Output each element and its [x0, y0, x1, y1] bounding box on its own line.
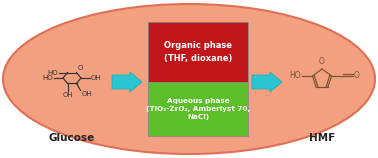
Text: HO: HO	[42, 75, 53, 81]
Text: O: O	[319, 58, 325, 67]
Text: OH: OH	[62, 92, 73, 98]
Text: O: O	[77, 65, 83, 71]
Text: HMF: HMF	[309, 133, 335, 143]
Text: Organic phase
(THF, dioxane): Organic phase (THF, dioxane)	[164, 41, 232, 63]
Text: HO: HO	[289, 71, 301, 80]
Text: Glucose: Glucose	[49, 133, 95, 143]
Text: O: O	[353, 71, 359, 80]
Ellipse shape	[3, 4, 375, 154]
Text: Aqueous phase
(TiO₂-ZrO₂, Amberlyst 70,
NaCl): Aqueous phase (TiO₂-ZrO₂, Amberlyst 70, …	[146, 98, 250, 120]
FancyBboxPatch shape	[148, 22, 248, 82]
Text: HO: HO	[47, 70, 57, 76]
FancyArrow shape	[112, 72, 142, 92]
Text: OH: OH	[91, 75, 102, 81]
Text: OH: OH	[82, 91, 92, 97]
FancyBboxPatch shape	[148, 82, 248, 136]
FancyArrow shape	[252, 72, 282, 92]
